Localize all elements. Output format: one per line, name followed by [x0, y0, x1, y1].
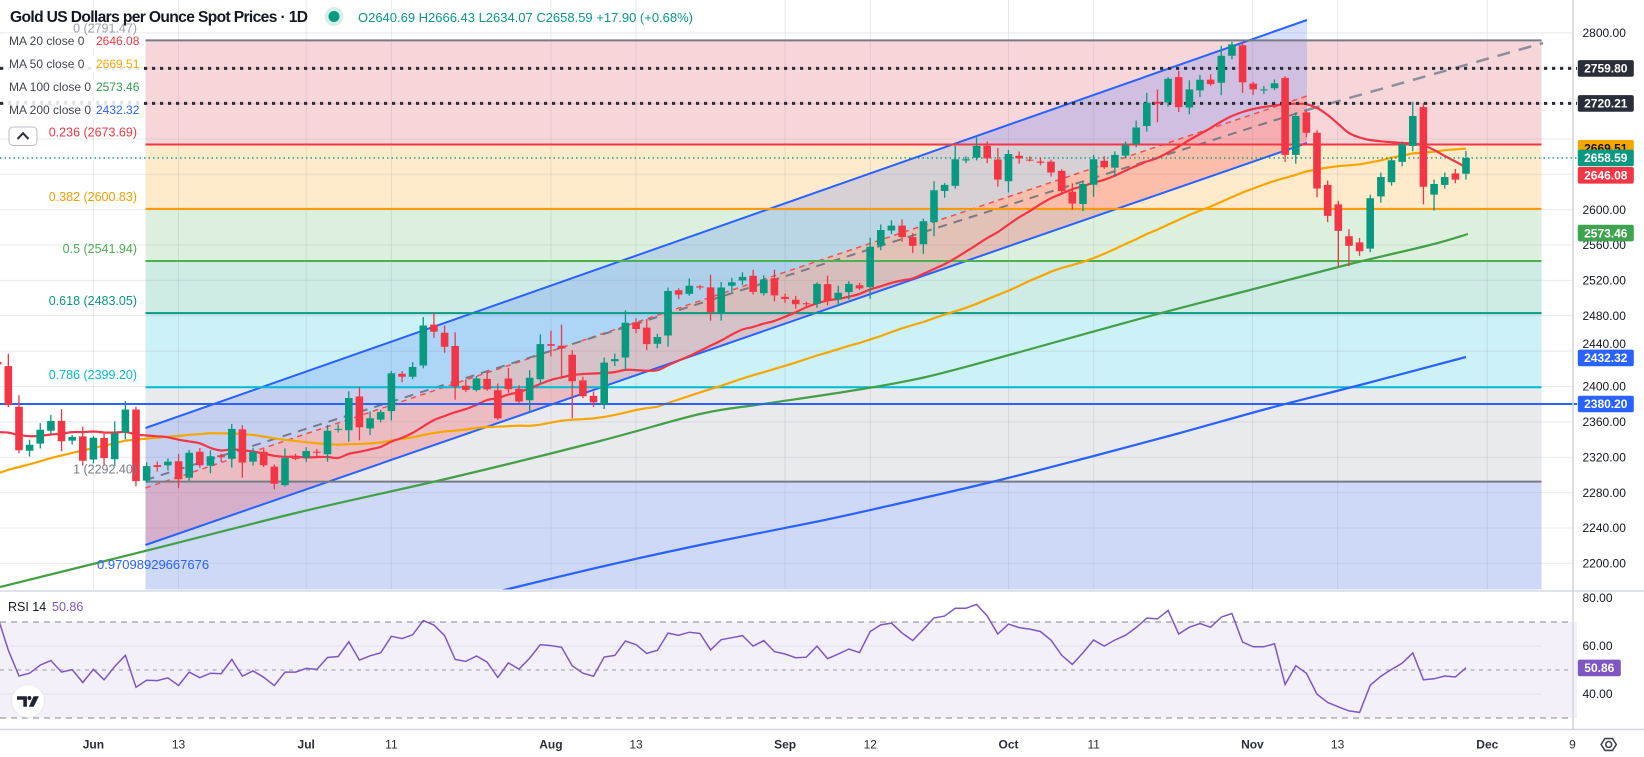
- svg-text:2560.00: 2560.00: [1583, 238, 1627, 252]
- svg-text:2432.32: 2432.32: [96, 103, 140, 117]
- svg-text:Aug: Aug: [539, 738, 562, 752]
- svg-text:2759.80: 2759.80: [1584, 62, 1628, 76]
- svg-text:RSI 14: RSI 14: [8, 600, 46, 614]
- svg-text:12: 12: [864, 738, 878, 752]
- svg-text:Nov: Nov: [1241, 738, 1264, 752]
- svg-text:2800.00: 2800.00: [1583, 26, 1627, 40]
- svg-text:2320.00: 2320.00: [1583, 450, 1627, 464]
- svg-text:2432.32: 2432.32: [1584, 351, 1628, 365]
- svg-text:MA 200 close 0: MA 200 close 0: [9, 103, 91, 117]
- svg-text:2600.00: 2600.00: [1583, 203, 1627, 217]
- svg-text:Jun: Jun: [83, 738, 104, 752]
- svg-text:0.786 (2399.20): 0.786 (2399.20): [49, 368, 137, 382]
- svg-text:2480.00: 2480.00: [1583, 309, 1627, 323]
- svg-text:MA 100 close 0: MA 100 close 0: [9, 80, 91, 94]
- svg-text:2360.00: 2360.00: [1583, 415, 1627, 429]
- svg-text:2658.59: 2658.59: [1584, 151, 1628, 165]
- svg-text:0.97098929667676: 0.97098929667676: [97, 557, 209, 572]
- svg-text:9: 9: [1569, 738, 1576, 752]
- svg-text:60.00: 60.00: [1583, 639, 1613, 653]
- svg-text:Sep: Sep: [774, 738, 796, 752]
- svg-text:2440.00: 2440.00: [1583, 337, 1627, 351]
- svg-text:0.236 (2673.69): 0.236 (2673.69): [49, 126, 137, 140]
- svg-text:2200.00: 2200.00: [1583, 557, 1627, 571]
- svg-text:0.382 (2600.83): 0.382 (2600.83): [49, 190, 137, 204]
- svg-text:Gold US Dollars per Ounce Spot: Gold US Dollars per Ounce Spot Prices · …: [10, 9, 308, 26]
- svg-text:Oct: Oct: [998, 738, 1018, 752]
- svg-text:0.618 (2483.05): 0.618 (2483.05): [49, 294, 137, 308]
- svg-text:2646.08: 2646.08: [1584, 169, 1628, 183]
- svg-text:2573.46: 2573.46: [96, 80, 140, 94]
- svg-text:2573.46: 2573.46: [1584, 226, 1628, 240]
- svg-text:Dec: Dec: [1476, 738, 1498, 752]
- svg-text:Jul: Jul: [298, 738, 315, 752]
- svg-text:50.86: 50.86: [1584, 661, 1614, 675]
- svg-text:2240.00: 2240.00: [1583, 521, 1627, 535]
- svg-text:11: 11: [1087, 738, 1100, 752]
- svg-text:2400.00: 2400.00: [1583, 380, 1627, 394]
- svg-text:1 (2292.40): 1 (2292.40): [73, 463, 137, 477]
- svg-text:2669.51: 2669.51: [96, 57, 140, 71]
- svg-text:2720.21: 2720.21: [1584, 97, 1628, 111]
- svg-text:2280.00: 2280.00: [1583, 486, 1627, 500]
- svg-text:O2640.69 H2666.43 L2634.07 C26: O2640.69 H2666.43 L2634.07 C2658.59 +17.…: [358, 10, 693, 25]
- svg-text:13: 13: [629, 738, 643, 752]
- svg-text:2520.00: 2520.00: [1583, 274, 1627, 288]
- svg-text:11: 11: [385, 738, 398, 752]
- svg-text:40.00: 40.00: [1583, 687, 1613, 701]
- svg-text:MA 20 close 0: MA 20 close 0: [9, 34, 85, 48]
- svg-text:2646.08: 2646.08: [96, 34, 140, 48]
- svg-text:13: 13: [172, 738, 186, 752]
- svg-text:0 (2791.47): 0 (2791.47): [73, 21, 137, 35]
- svg-text:80.00: 80.00: [1583, 591, 1613, 605]
- svg-text:MA 50 close 0: MA 50 close 0: [9, 57, 85, 71]
- svg-text:50.86: 50.86: [52, 600, 83, 614]
- svg-text:2380.20: 2380.20: [1584, 397, 1628, 411]
- svg-text:0.5 (2541.94): 0.5 (2541.94): [63, 242, 137, 256]
- svg-text:13: 13: [1331, 738, 1345, 752]
